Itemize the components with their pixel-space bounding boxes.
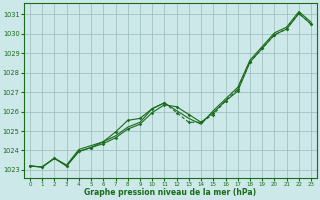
X-axis label: Graphe pression niveau de la mer (hPa): Graphe pression niveau de la mer (hPa) bbox=[84, 188, 257, 197]
